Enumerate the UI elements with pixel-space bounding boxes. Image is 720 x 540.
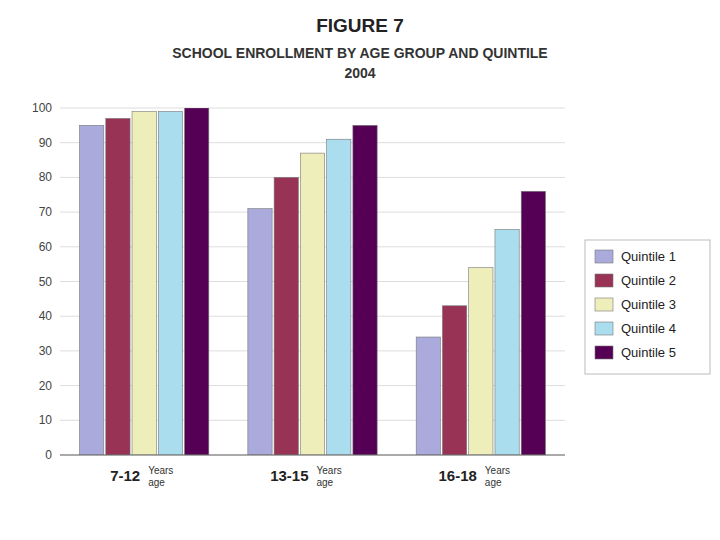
bar [495,229,519,455]
category-note-line: age [485,477,502,488]
x-axis: 7-12Yearsage13-15Yearsage16-18Yearsage [110,465,510,488]
bar [416,337,440,455]
bar [521,191,545,455]
subtitle: SCHOOL ENROLLMENT BY AGE GROUP AND QUINT… [172,45,547,61]
category-note-line: Years [148,465,173,476]
grid-line [60,108,565,109]
tick-label: 20 [39,379,53,393]
category-note: Yearsage [317,465,342,488]
category-note-line: age [148,477,165,488]
bar [158,111,182,455]
legend-label: Quintile 1 [621,249,676,264]
tick-label: 70 [39,205,53,219]
category-note-line: Years [485,465,510,476]
category-note-line: Years [317,465,342,476]
legend-label: Quintile 2 [621,273,676,288]
category-label: 7-12 [110,467,140,484]
category-label: 13-15 [270,467,308,484]
legend-swatch [595,250,613,263]
bar [327,139,351,455]
tick-label: 50 [39,275,53,289]
legend-box [585,240,710,374]
legend-label: Quintile 4 [621,321,676,336]
legend-swatch [595,274,613,287]
tick-label: 90 [39,136,53,150]
grid-line [60,455,565,456]
bar [132,111,156,455]
category-note: Yearsage [148,465,173,488]
tick-label: 40 [39,309,53,323]
grid [60,108,565,455]
chart: FIGURE 7 SCHOOL ENROLLMENT BY AGE GROUP A… [0,0,720,540]
tick-label: 0 [45,448,52,462]
title: FIGURE 7 [316,15,404,36]
tick-label: 10 [39,413,53,427]
category-note-line: age [317,477,334,488]
category-note: Yearsage [485,465,510,488]
tick-label: 30 [39,344,53,358]
bar [106,118,130,455]
legend-swatch [595,298,613,311]
bar [353,125,377,455]
bars [80,108,546,455]
bar [80,125,104,455]
bar [274,177,298,455]
tick-label: 100 [32,101,52,115]
bar [300,153,324,455]
tick-label: 80 [39,170,53,184]
legend-swatch [595,346,613,359]
tick-label: 60 [39,240,53,254]
bar [442,306,466,455]
bar [469,268,493,455]
bar [185,108,209,455]
category-label: 16-18 [438,467,476,484]
subtitle: 2004 [344,65,375,81]
legend: Quintile 1 Quintile 2 Quintile 3 Quintile 4… [585,240,710,374]
page: {"chart_data": { "type": "bar", "title":… [0,0,720,540]
x-axis-line [60,455,565,456]
y-axis: 0 10 20 30 40 50 60 70 80 90 100 [32,101,52,462]
legend-swatch [595,322,613,335]
legend-label: Quintile 3 [621,297,676,312]
legend-label: Quintile 5 [621,345,676,360]
bar [248,209,272,455]
